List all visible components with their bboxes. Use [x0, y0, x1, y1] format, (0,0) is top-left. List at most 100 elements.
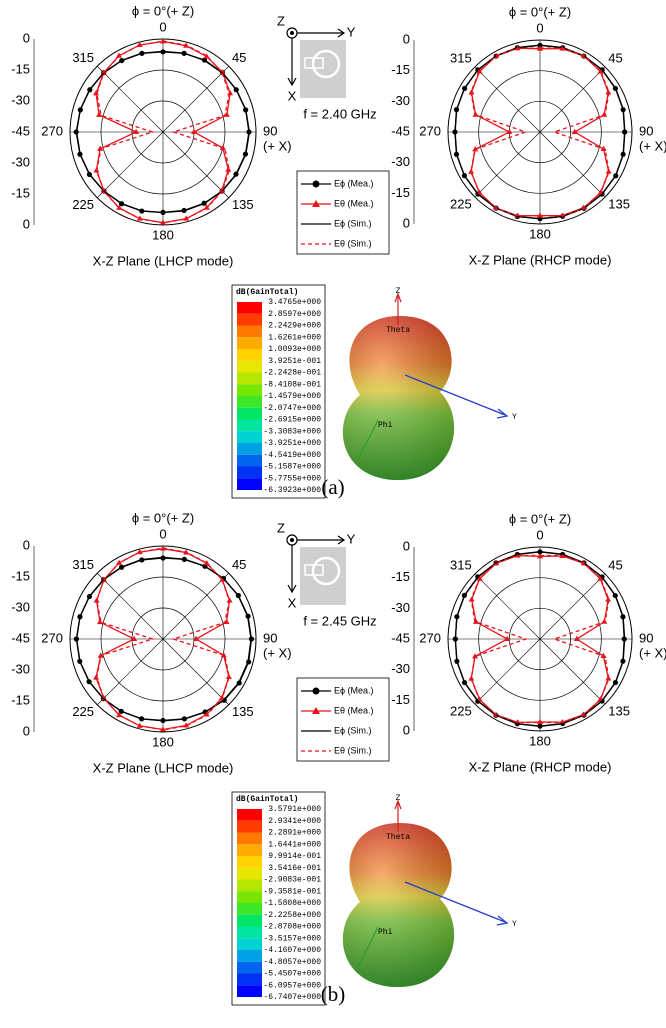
angle-label: 270 — [419, 630, 441, 645]
r-tick-label: -15 — [11, 61, 30, 76]
r-tick-label: -30 — [11, 599, 30, 614]
spoke — [97, 639, 163, 705]
spoke — [475, 639, 540, 704]
colorbar-swatch — [237, 985, 262, 997]
axis-origin-dot — [290, 538, 294, 542]
legend-marker — [313, 181, 320, 188]
colorbar-swatch — [237, 467, 262, 479]
colorbar-label: -2.2258e+000 — [263, 911, 321, 920]
colorbar-label: 2.2429e+000 — [268, 322, 321, 331]
x-axis-label: X-Z Plane (RHCP mode) — [469, 252, 612, 267]
pattern-3d-shade — [343, 316, 454, 480]
angle-label: 135 — [232, 704, 254, 719]
r-tick-label: 0 — [403, 215, 410, 230]
r-tick-label: -15 — [391, 185, 410, 200]
angle-label: 0 — [536, 20, 543, 35]
chart-title: ϕ = 0°(+ Z) — [132, 510, 194, 525]
colorbar-swatch — [237, 891, 262, 903]
colorbar-swatch — [237, 821, 262, 833]
legend-label: Eϕ (Mea.) — [334, 685, 374, 695]
pattern-label: Phi — [378, 421, 393, 430]
angle-label: 0 — [536, 527, 543, 542]
direction-note: (+ X) — [263, 645, 292, 660]
x-axis-label: X-Z Plane (LHCP mode) — [93, 760, 234, 775]
axis-arrow — [297, 29, 344, 37]
legend-label: Eϕ (Sim.) — [334, 725, 372, 735]
colorbar-title: dB(GainTotal) — [236, 288, 298, 297]
spoke — [97, 66, 163, 132]
spoke — [163, 573, 229, 639]
data-point — [93, 674, 99, 679]
angle-label: 0 — [159, 526, 166, 541]
colorbar-label: -4.5419e+000 — [263, 451, 321, 460]
r-tick-label: -15 — [391, 62, 410, 77]
r-tick-label: -30 — [391, 661, 410, 676]
angle-label: 180 — [152, 227, 174, 242]
r-tick-label: -45 — [11, 123, 30, 138]
colorbar-swatch — [237, 337, 262, 349]
legend-marker — [313, 688, 320, 695]
angle-label: 45 — [608, 51, 622, 66]
axis-name: X — [288, 88, 297, 103]
colorbar-label: 3.4765e+000 — [268, 298, 321, 307]
panel-caption: (a) — [321, 475, 344, 499]
colorbar-label: -4.1607e+000 — [263, 946, 321, 955]
colorbar-label: -3.9251e+000 — [263, 439, 321, 448]
colorbar-label: 3.5791e+000 — [268, 805, 321, 814]
pattern-label: Z — [396, 794, 401, 803]
colorbar-label: 2.2891e+000 — [268, 829, 321, 838]
pattern-label: Y — [512, 413, 517, 422]
colorbar-label: -5.7755e+000 — [263, 474, 321, 483]
x-axis-label: X-Z Plane (RHCP mode) — [469, 759, 612, 774]
colorbar-label: -3.5157e+000 — [263, 934, 321, 943]
angle-label: 270 — [419, 123, 441, 138]
colorbar-label: -2.0747e+000 — [263, 404, 321, 413]
angle-label: 315 — [72, 557, 94, 572]
chart-title: ϕ = 0°(+ Z) — [132, 3, 194, 18]
colorbar-label: 2.8597e+000 — [268, 310, 321, 319]
colorbar-label: -1.4579e+000 — [263, 392, 321, 401]
axis-name: Y — [347, 24, 356, 39]
colorbar-swatch — [237, 478, 262, 490]
r-tick-label: 0 — [403, 722, 410, 737]
colorbar-swatch — [237, 974, 262, 986]
angle-label: 225 — [72, 704, 94, 719]
angle-label: 225 — [450, 703, 472, 718]
angle-label: 225 — [72, 197, 94, 212]
spoke — [475, 574, 540, 639]
colorbar-swatch — [237, 443, 262, 455]
angle-label: 315 — [72, 50, 94, 65]
colorbar-label: -2.9083e-001 — [263, 876, 321, 885]
colorbar-swatch — [237, 903, 262, 915]
angle-label: 180 — [152, 734, 174, 749]
colorbar-swatch — [237, 431, 262, 443]
colorbar-swatch — [237, 455, 262, 467]
figure: ϕ = 0°(+ Z)04590(+ X)135180225270315-45-… — [0, 0, 666, 1028]
pattern-label: Theta — [386, 833, 410, 842]
colorbar-swatch — [237, 420, 262, 432]
direction-note: (+ X) — [639, 138, 666, 153]
colorbar-swatch — [237, 938, 262, 950]
axis-arrow — [297, 536, 344, 544]
r-tick-label: -15 — [391, 692, 410, 707]
colorbar-swatch — [237, 915, 262, 927]
axis-name: Z — [277, 520, 285, 535]
angle-label: 90 — [263, 123, 277, 138]
colorbar-swatch — [237, 314, 262, 326]
angle-label: 180 — [529, 733, 551, 748]
direction-note: (+ X) — [263, 138, 292, 153]
colorbar-label: -9.3581e-001 — [263, 887, 321, 896]
spoke — [540, 132, 605, 197]
legend-label: Eθ (Sim.) — [334, 238, 372, 248]
angle-label: 270 — [41, 630, 63, 645]
r-tick-label: -45 — [391, 123, 410, 138]
colorbar-label: 9.9914e-001 — [268, 852, 321, 861]
legend-label: Eθ (Mea.) — [334, 705, 374, 715]
angle-label: 0 — [159, 19, 166, 34]
angle-label: 225 — [450, 196, 472, 211]
legend-label: Eϕ (Mea.) — [334, 178, 374, 188]
colorbar-swatch — [237, 384, 262, 396]
angle-label: 90 — [263, 630, 277, 645]
colorbar-label: 1.6261e+000 — [268, 333, 321, 342]
colorbar-swatch — [237, 844, 262, 856]
